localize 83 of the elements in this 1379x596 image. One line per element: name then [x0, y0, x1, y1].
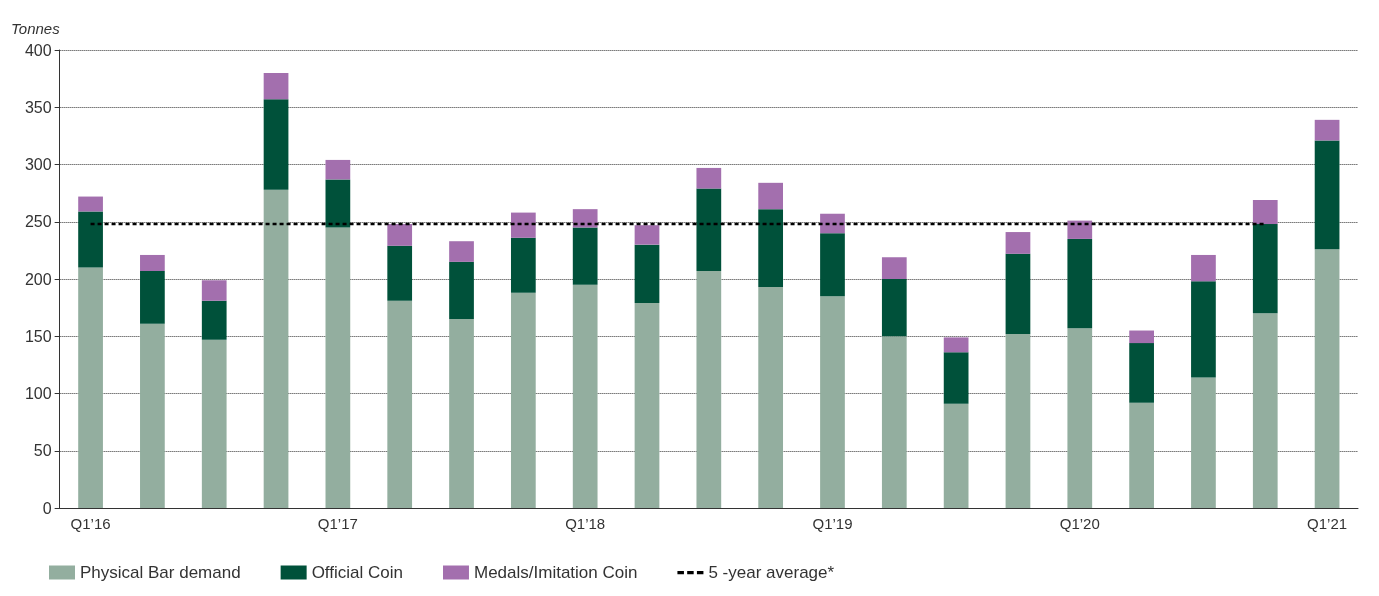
bar: [881, 336, 907, 508]
bar: [1067, 328, 1093, 508]
bar: [1191, 254, 1216, 282]
bar: [201, 339, 227, 508]
x-tick-label: Q1’19: [812, 515, 853, 532]
bar: [881, 257, 907, 279]
bar: [510, 292, 536, 508]
bar: [820, 233, 845, 297]
x-tick-label: Q1’18: [565, 515, 606, 532]
bar: [78, 267, 103, 508]
bar: [140, 270, 165, 324]
bar: [387, 245, 413, 301]
legend-label: 5 -year average*: [708, 563, 835, 582]
legend-label: Medals/Imitation Coin: [473, 563, 638, 582]
bar: [1067, 238, 1093, 329]
bar: [1005, 232, 1031, 254]
bar: [820, 213, 845, 234]
bar: [943, 352, 969, 404]
bar: [1314, 119, 1340, 141]
bar: [1252, 313, 1278, 508]
bar: [325, 227, 351, 508]
bar: [572, 284, 598, 508]
y-tick-label: 250: [24, 213, 52, 231]
bar: [758, 182, 784, 210]
bar: [78, 211, 103, 268]
bar: [1005, 333, 1031, 508]
y-tick-label: 200: [24, 270, 52, 288]
bar: [449, 241, 474, 262]
x-tick-label: Q1’16: [70, 515, 111, 532]
bar: [696, 188, 722, 271]
bar: [1129, 343, 1154, 403]
y-axis-title: Tonnes: [11, 20, 61, 37]
bar: [820, 296, 845, 508]
bar: [201, 300, 227, 340]
y-tick-label: 400: [24, 41, 52, 59]
bar: [696, 270, 722, 508]
bar: [1129, 402, 1154, 508]
bar: [758, 287, 784, 508]
legend-label: Physical Bar demand: [80, 563, 241, 582]
x-tick-label: Q1’20: [1059, 515, 1100, 532]
y-tick-label: 100: [24, 385, 52, 402]
bar: [510, 237, 536, 293]
y-tick-label: 300: [24, 156, 52, 173]
bar: [387, 300, 413, 508]
bar: [1191, 281, 1216, 378]
legend-label: Official Coin: [311, 563, 403, 582]
bar: [387, 224, 413, 246]
bar: [78, 196, 103, 212]
bar: [263, 72, 289, 100]
bar: [1005, 253, 1031, 334]
bar: [1252, 200, 1278, 225]
y-tick-label: 0: [42, 499, 52, 517]
bar: [881, 279, 907, 337]
bar: [140, 323, 165, 508]
x-tick-label: Q1’17: [317, 515, 358, 532]
bar: [1067, 220, 1093, 239]
bar: [634, 244, 660, 304]
bar: [1191, 377, 1216, 508]
bar: [572, 227, 598, 285]
bar: [943, 403, 969, 508]
bar: [201, 280, 227, 301]
bar: [1314, 249, 1340, 508]
bar: [449, 319, 474, 508]
bar: [263, 189, 289, 508]
bar: [449, 261, 474, 320]
bar: [1252, 224, 1278, 314]
bar: [634, 303, 660, 508]
bar: [943, 337, 969, 353]
bar: [572, 209, 598, 228]
bar: [325, 179, 351, 228]
bar: [510, 212, 536, 238]
bar: [325, 159, 351, 180]
bar: [140, 254, 165, 271]
bar: [634, 225, 660, 245]
bar: [1129, 330, 1154, 344]
y-tick-label: 150: [24, 327, 52, 345]
y-tick-label: 50: [33, 442, 52, 460]
x-tick-label: Q1’21: [1307, 515, 1348, 532]
y-tick-label: 350: [24, 98, 52, 116]
bar: [263, 99, 289, 190]
bar: [1314, 140, 1340, 250]
bar: [758, 209, 784, 288]
bar: [696, 167, 722, 189]
